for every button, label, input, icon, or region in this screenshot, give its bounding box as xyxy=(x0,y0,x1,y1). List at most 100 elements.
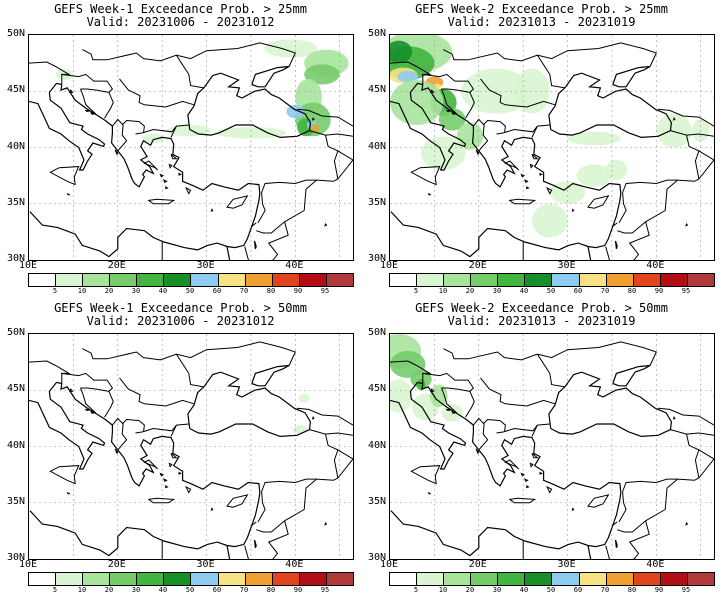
colorbar-swatch xyxy=(579,274,607,286)
island-outline xyxy=(445,109,452,113)
colorbar xyxy=(389,572,715,586)
precip-area xyxy=(390,40,413,64)
island-outline xyxy=(162,478,168,483)
colorbar-label: 40 xyxy=(158,287,168,295)
precip-area xyxy=(410,370,432,388)
coastline xyxy=(390,510,559,557)
country-border xyxy=(698,159,714,180)
colorbar-swatch xyxy=(579,573,607,585)
country-border xyxy=(60,372,114,418)
island-outline xyxy=(451,410,456,414)
country-border xyxy=(482,418,506,432)
lon-tick-label: 40E xyxy=(285,559,304,570)
country-border xyxy=(29,61,71,85)
precip-area xyxy=(397,71,419,83)
island-outline xyxy=(69,89,74,93)
map-plot xyxy=(29,334,353,559)
country-border xyxy=(82,341,296,366)
country-border xyxy=(698,150,714,161)
colorbar-swatch xyxy=(191,274,219,286)
country-border xyxy=(441,387,457,414)
precip-area xyxy=(390,80,444,125)
colorbar-swatch xyxy=(245,573,273,585)
colorbar-label: 10 xyxy=(77,586,87,594)
colorbar-swatch xyxy=(417,573,445,585)
colorbar-swatch xyxy=(417,274,445,286)
colorbar-swatch xyxy=(687,573,714,585)
island-outline xyxy=(168,163,173,169)
island-outline xyxy=(143,160,159,171)
colorbar-label: 80 xyxy=(266,586,276,594)
colorbar-label: 5 xyxy=(52,287,58,295)
country-border xyxy=(261,134,339,193)
island-outline xyxy=(504,459,520,470)
country-border xyxy=(297,108,353,127)
colorbar-label: 95 xyxy=(681,287,691,295)
country-border xyxy=(337,449,353,460)
country-border xyxy=(337,159,353,180)
coastline xyxy=(60,84,261,251)
island-outline xyxy=(529,163,534,169)
country-border xyxy=(80,88,96,115)
island-outline xyxy=(147,198,176,205)
panel-title: GEFS Week-2 Exceedance Prob. > 25mm xyxy=(415,2,668,16)
island-outline xyxy=(165,186,169,190)
island-outline xyxy=(66,193,71,196)
precip-area xyxy=(421,136,466,170)
colorbar-swatch xyxy=(299,274,327,286)
panel-week2-50mm: GEFS Week-2 Exceedance Prob. > 50mm Vali… xyxy=(361,299,722,598)
precip-area xyxy=(567,131,621,146)
precip-area xyxy=(441,403,463,422)
colorbar-swatch xyxy=(272,573,300,585)
country-border xyxy=(421,73,475,119)
colorbar-swatch xyxy=(137,274,165,286)
colorbar-swatch xyxy=(606,274,634,286)
island-outline xyxy=(49,465,80,485)
island-outline xyxy=(165,485,169,489)
coastline xyxy=(390,82,467,171)
island-outline xyxy=(311,117,315,121)
island-outline xyxy=(49,166,80,186)
country-border xyxy=(421,372,475,418)
precip-area xyxy=(264,39,318,58)
colorbar-swatch xyxy=(633,573,661,585)
island-outline xyxy=(508,497,537,504)
country-border xyxy=(244,545,249,559)
coastline xyxy=(226,545,231,559)
colorbar-label: 80 xyxy=(627,287,637,295)
coastline xyxy=(29,82,106,171)
island-outline xyxy=(587,195,610,209)
colorbar-swatch xyxy=(299,573,327,585)
country-border xyxy=(337,458,353,479)
country-border xyxy=(175,54,204,89)
island-outline xyxy=(143,459,159,470)
country-border xyxy=(617,179,678,234)
country-border xyxy=(257,192,266,224)
country-border xyxy=(170,125,177,138)
colorbar-label: 70 xyxy=(239,287,249,295)
coastline xyxy=(251,364,290,387)
coastline xyxy=(29,211,198,258)
island-outline xyxy=(84,109,91,113)
country-border xyxy=(119,78,195,108)
colorbar-swatch xyxy=(137,573,165,585)
country-border xyxy=(135,423,189,434)
lon-tick-label: 20E xyxy=(107,559,126,570)
island-outline xyxy=(526,485,530,489)
lon-tick-label: 10E xyxy=(380,260,399,271)
colorbar-swatch xyxy=(633,274,661,286)
panel-valid-dates: Valid: 20231006 - 20231012 xyxy=(86,15,275,29)
lat-tick-label: 30N xyxy=(367,552,386,563)
colorbar-label: 30 xyxy=(131,287,141,295)
colorbar-swatch xyxy=(606,573,634,585)
panel-week2-25mm: GEFS Week-2 Exceedance Prob. > 25mm Vali… xyxy=(361,0,722,299)
precip-area xyxy=(532,203,568,238)
colorbar-swatch xyxy=(498,274,526,286)
map-plot xyxy=(29,35,353,260)
island-outline xyxy=(520,472,526,477)
lon-tick-label: 30E xyxy=(196,559,215,570)
colorbar-label: 60 xyxy=(212,586,222,594)
island-outline xyxy=(114,149,119,156)
lon-tick-label: 10E xyxy=(19,559,38,570)
precip-area xyxy=(605,159,628,181)
